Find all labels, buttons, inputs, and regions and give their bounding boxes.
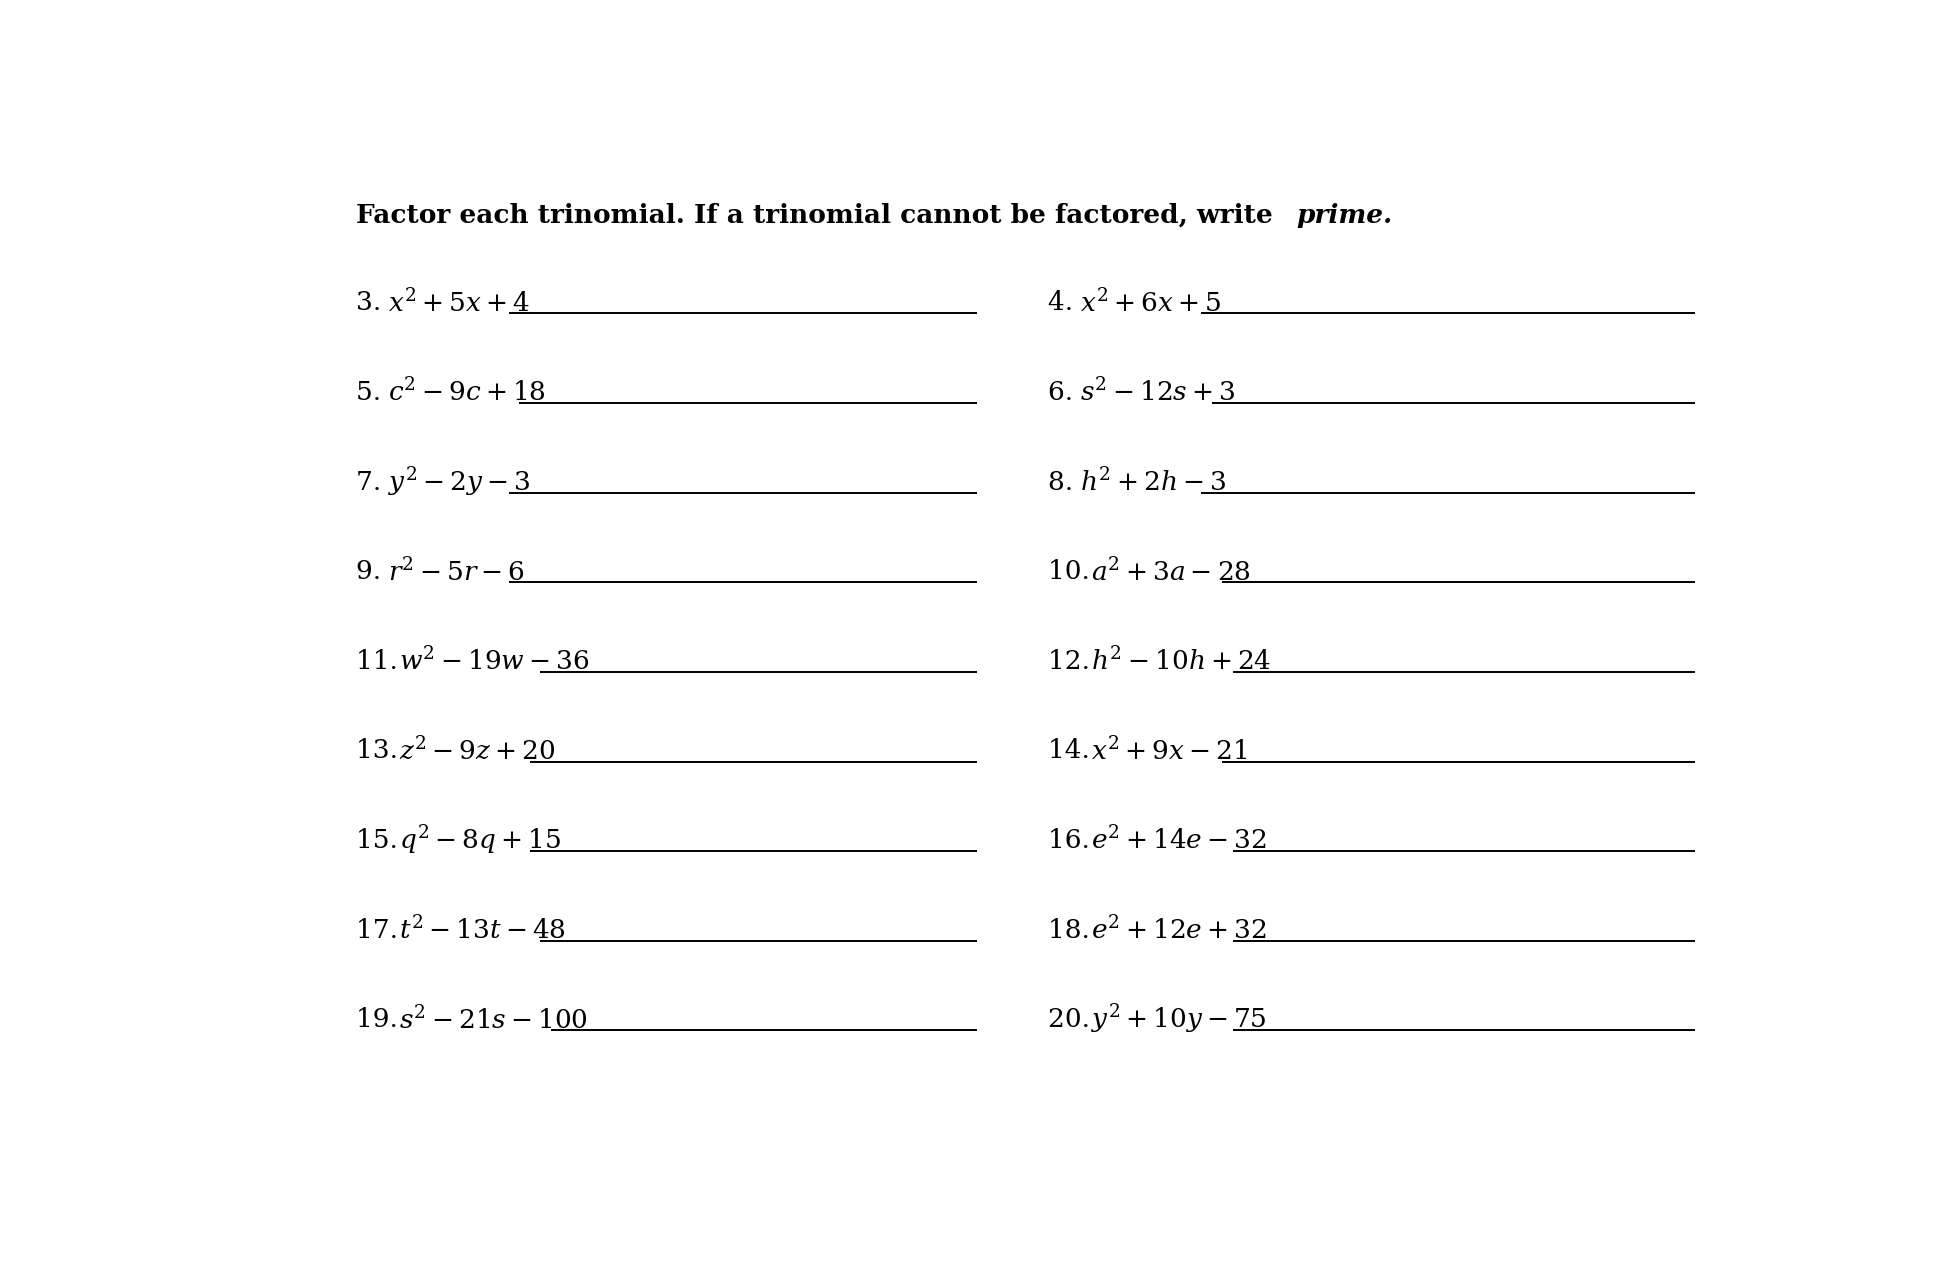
Text: prime.: prime.	[1297, 202, 1392, 228]
Text: $z^2 - 9z + 20$: $z^2 - 9z + 20$	[398, 736, 555, 765]
Text: $q^2 - 8q + 15$: $q^2 - 8q + 15$	[398, 824, 561, 858]
Text: $e^2 + 12e + 32$: $e^2 + 12e + 32$	[1091, 916, 1266, 944]
Text: Factor each trinomial. If a trinomial cannot be factored, write: Factor each trinomial. If a trinomial ca…	[355, 202, 1282, 228]
Text: $y^2 + 10y - 75$: $y^2 + 10y - 75$	[1091, 1003, 1266, 1036]
Text: 14.: 14.	[1049, 739, 1099, 763]
Text: 15.: 15.	[355, 829, 406, 853]
Text: 10.: 10.	[1049, 559, 1099, 584]
Text: $r^2 - 5r - 6$: $r^2 - 5r - 6$	[388, 558, 524, 586]
Text: $x^2 + 5x + 4$: $x^2 + 5x + 4$	[388, 288, 530, 318]
Text: 16.: 16.	[1049, 829, 1099, 853]
Text: $h^2 + 2h - 3$: $h^2 + 2h - 3$	[1080, 468, 1227, 496]
Text: 4.: 4.	[1049, 290, 1082, 315]
Text: $e^2 + 14e - 32$: $e^2 + 14e - 32$	[1091, 826, 1266, 855]
Text: $c^2 - 9c + 18$: $c^2 - 9c + 18$	[388, 378, 546, 406]
Text: $w^2 - 19w - 36$: $w^2 - 19w - 36$	[398, 646, 588, 676]
Text: 7.: 7.	[355, 469, 388, 495]
Text: 6.: 6.	[1049, 380, 1082, 405]
Text: $a^2 + 3a - 28$: $a^2 + 3a - 28$	[1091, 558, 1251, 586]
Text: 20.: 20.	[1049, 1007, 1099, 1032]
Text: 13.: 13.	[355, 739, 406, 763]
Text: 3.: 3.	[355, 290, 388, 315]
Text: 12.: 12.	[1049, 649, 1099, 674]
Text: $s^2 - 21s - 100$: $s^2 - 21s - 100$	[398, 1006, 588, 1034]
Text: 18.: 18.	[1049, 917, 1099, 942]
Text: 19.: 19.	[355, 1007, 406, 1032]
Text: $x^2 + 9x - 21$: $x^2 + 9x - 21$	[1091, 736, 1247, 765]
Text: 5.: 5.	[355, 380, 388, 405]
Text: 11.: 11.	[355, 649, 406, 674]
Text: $s^2 - 12s + 3$: $s^2 - 12s + 3$	[1080, 378, 1235, 406]
Text: 9.: 9.	[355, 559, 388, 584]
Text: $x^2 + 6x + 5$: $x^2 + 6x + 5$	[1080, 288, 1222, 318]
Text: $h^2 - 10h + 24$: $h^2 - 10h + 24$	[1091, 646, 1272, 676]
Text: 8.: 8.	[1049, 469, 1082, 495]
Text: 17.: 17.	[355, 917, 406, 942]
Text: $y^2 - 2y - 3$: $y^2 - 2y - 3$	[388, 466, 530, 498]
Text: $t^2 - 13t - 48$: $t^2 - 13t - 48$	[398, 916, 565, 944]
